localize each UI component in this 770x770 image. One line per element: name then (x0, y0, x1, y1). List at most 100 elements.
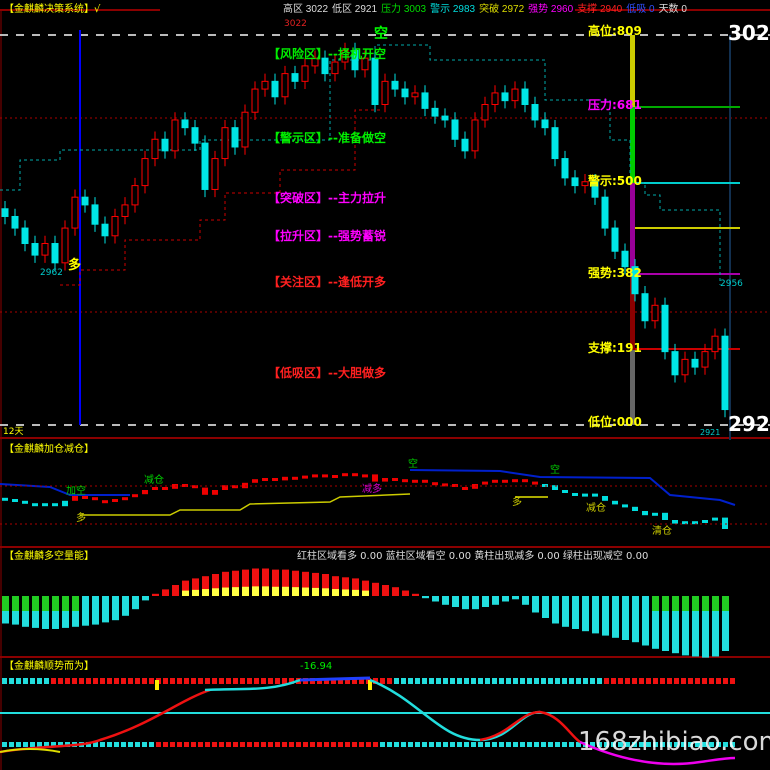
trend-dot (653, 678, 658, 684)
main-candle (541, 119, 549, 129)
energy-bar (72, 596, 79, 627)
trend-dot (37, 742, 42, 747)
trend-dot (366, 742, 371, 747)
trend-dot (401, 678, 406, 684)
label-2956: 2956 (720, 279, 743, 289)
trend-dot (457, 678, 462, 684)
trend-dot (345, 742, 350, 747)
panel2-candle (202, 487, 208, 495)
panel4-value: -16.94 (300, 661, 333, 672)
energy-bar (662, 596, 669, 651)
trend-dot (709, 742, 714, 747)
level-bar (630, 350, 635, 425)
panel2-signal: 空 (550, 465, 560, 476)
trend-dot (639, 678, 644, 684)
main-candle (171, 119, 179, 152)
trend-dot (142, 742, 147, 747)
panel2-candle (342, 473, 348, 477)
panel2-candle (42, 503, 48, 507)
trend-dot (373, 742, 378, 747)
panel2-candle (492, 479, 498, 483)
energy-bar-green (672, 596, 679, 611)
panel2-candle (52, 503, 58, 507)
level-label: 压力:681 (588, 98, 642, 112)
trend-dot (233, 678, 238, 684)
energy-bar (432, 596, 439, 602)
trend-dot (471, 742, 476, 747)
panel2-candle (2, 497, 8, 501)
energy-bar (162, 589, 169, 596)
stat-3: 警示 2983 (430, 4, 476, 15)
trend-dot (177, 742, 182, 747)
trend-dot (576, 742, 581, 747)
panel2-candle (602, 496, 608, 501)
energy-bar-yellow (292, 587, 299, 596)
trend-dot (9, 742, 14, 747)
trend-dot (590, 678, 595, 684)
panel2-candle (192, 485, 198, 489)
main-candle (11, 215, 19, 229)
main-candle (271, 80, 279, 98)
energy-bar (382, 585, 389, 596)
energy-bar-green (702, 596, 709, 611)
trend-dot (576, 678, 581, 684)
trend-dot (632, 678, 637, 684)
trend-dot (513, 742, 518, 747)
energy-bar (252, 568, 259, 596)
trend-dot (590, 742, 595, 747)
trend-dot (660, 678, 665, 684)
trend-dot (618, 678, 623, 684)
trend-dot (93, 742, 98, 747)
energy-bar (32, 596, 39, 628)
main-candle (471, 119, 479, 152)
trend-dot (667, 742, 672, 747)
trend-dot (625, 678, 630, 684)
energy-bar (232, 570, 239, 596)
energy-bar-yellow (302, 587, 309, 596)
trend-dot (723, 742, 728, 747)
trend-dot (387, 742, 392, 747)
yellow-marker (155, 680, 159, 690)
main-candle (641, 293, 649, 322)
signal-duo: 多 (68, 258, 82, 273)
main-candle (381, 80, 389, 106)
energy-bar-yellow (322, 588, 329, 596)
panel2-candle (152, 487, 158, 490)
main-candle (501, 92, 509, 102)
main-candle (611, 227, 619, 252)
main-candle (241, 111, 249, 148)
trend-line-red (0, 688, 211, 754)
energy-bar (482, 596, 489, 607)
level-bar (630, 275, 635, 350)
main-candle (231, 127, 239, 148)
zone-label: 【风险区】--择机开空 (268, 47, 386, 61)
energy-bar (372, 582, 379, 596)
trend-dot (478, 742, 483, 747)
panel2-candle (392, 478, 398, 481)
main-candle (431, 107, 439, 117)
energy-bar (532, 596, 539, 613)
main-candle (41, 243, 49, 256)
trend-dot (695, 678, 700, 684)
main-candle (651, 304, 659, 322)
trend-dot (261, 678, 266, 684)
main-candle (301, 65, 309, 82)
main-candle (91, 204, 99, 225)
energy-bar (692, 596, 699, 657)
energy-bar-green (722, 596, 729, 611)
energy-bar (422, 596, 429, 599)
energy-bar (472, 596, 479, 610)
trend-dot (646, 678, 651, 684)
energy-bar (522, 596, 529, 605)
trend-dot (422, 742, 427, 747)
trend-dot (450, 742, 455, 747)
energy-bar (82, 596, 89, 626)
panel2-candle (32, 503, 38, 507)
trend-dot (184, 678, 189, 684)
trend-dot (30, 678, 35, 684)
panel2-candle (512, 479, 518, 483)
trend-dot (338, 742, 343, 747)
main-candle (71, 196, 79, 229)
panel2-candle (132, 494, 138, 498)
label-2962: 2962 (40, 268, 63, 278)
